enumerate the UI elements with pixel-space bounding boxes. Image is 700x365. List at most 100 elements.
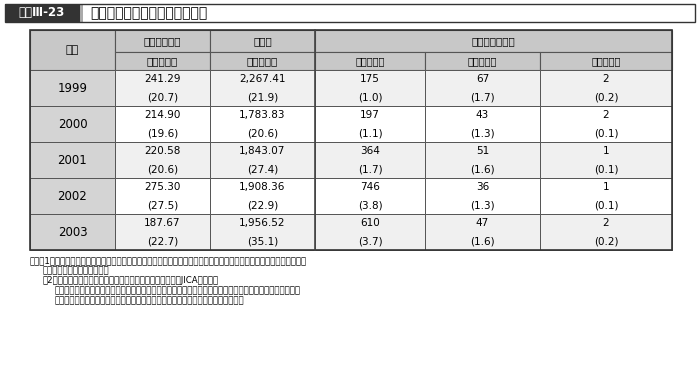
Text: (20.7): (20.7) — [147, 92, 178, 102]
Text: 1: 1 — [603, 182, 609, 192]
Text: 610: 610 — [360, 218, 380, 228]
Bar — [540, 70, 672, 106]
Text: 36: 36 — [476, 182, 489, 192]
Bar — [425, 106, 540, 142]
Text: 2002: 2002 — [57, 189, 88, 203]
Bar — [540, 214, 672, 250]
Text: （2）無償資金協力、円借歊は交換公文ベース、技術協力はJICAベース。: （2）無償資金協力、円借歊は交換公文ベース、技術協力はJICAベース。 — [43, 276, 219, 285]
Bar — [210, 70, 315, 106]
Text: (3.7): (3.7) — [358, 236, 382, 246]
Text: 364: 364 — [360, 146, 380, 156]
Text: (0.2): (0.2) — [594, 92, 618, 102]
Text: (3.8): (3.8) — [358, 200, 382, 210]
Bar — [425, 178, 540, 214]
Text: (0.1): (0.1) — [594, 128, 618, 138]
Text: (0.2): (0.2) — [594, 236, 618, 246]
Bar — [315, 52, 425, 70]
Bar — [210, 142, 315, 178]
Bar — [210, 214, 315, 250]
Text: 無償資金協力: 無償資金協力 — [144, 36, 181, 46]
Bar — [425, 214, 540, 250]
Bar — [30, 70, 115, 106]
Text: (27.5): (27.5) — [147, 200, 178, 210]
Bar — [540, 178, 672, 214]
Text: 220.58: 220.58 — [144, 146, 181, 156]
Text: 214.90: 214.90 — [144, 110, 181, 120]
Text: 1999: 1999 — [57, 81, 88, 95]
Text: (0.1): (0.1) — [594, 164, 618, 174]
Text: 67: 67 — [476, 74, 489, 84]
Bar — [115, 30, 210, 52]
Text: 円借歊: 円借歊 — [253, 36, 272, 46]
Text: 年度: 年度 — [66, 45, 79, 55]
Text: (21.9): (21.9) — [247, 92, 278, 102]
Text: (1.7): (1.7) — [358, 164, 382, 174]
Text: 746: 746 — [360, 182, 380, 192]
Text: 47: 47 — [476, 218, 489, 228]
Text: (35.1): (35.1) — [247, 236, 278, 246]
Text: 1,783.83: 1,783.83 — [239, 110, 286, 120]
Text: 2: 2 — [603, 74, 609, 84]
Bar — [30, 30, 672, 250]
Bar — [425, 52, 540, 70]
Bar — [315, 106, 425, 142]
Text: (1.0): (1.0) — [358, 92, 382, 102]
Bar — [210, 52, 315, 70]
Text: 図表Ⅲ-23: 図表Ⅲ-23 — [19, 7, 65, 19]
Bar — [115, 142, 210, 178]
Bar — [80, 4, 83, 22]
Text: 技術協力（人）: 技術協力（人） — [472, 36, 515, 46]
Text: (0.1): (0.1) — [594, 200, 618, 210]
Text: （億　円）: （億 円） — [247, 56, 278, 66]
Text: 研修員受入: 研修員受入 — [356, 56, 385, 66]
Text: 51: 51 — [476, 146, 489, 156]
Text: 2000: 2000 — [57, 118, 88, 131]
Bar — [115, 214, 210, 250]
Text: 197: 197 — [360, 110, 380, 120]
Text: 43: 43 — [476, 110, 489, 120]
Bar — [315, 178, 425, 214]
Bar — [210, 30, 315, 52]
Text: (1.6): (1.6) — [470, 164, 495, 174]
Text: 2: 2 — [603, 218, 609, 228]
Bar — [115, 52, 210, 70]
Text: (1.3): (1.3) — [470, 200, 495, 210]
Text: 2001: 2001 — [57, 154, 88, 166]
Bar — [210, 178, 315, 214]
Bar — [115, 106, 210, 142]
Text: (27.4): (27.4) — [247, 164, 278, 174]
Bar — [315, 142, 425, 178]
Bar — [540, 142, 672, 178]
Bar — [30, 142, 115, 178]
Bar — [5, 4, 80, 22]
Text: 1,843.07: 1,843.07 — [239, 146, 286, 156]
Text: 2003: 2003 — [57, 226, 88, 238]
Text: 注：（1）（　）内は一般プロジェクト無償全体、または円借歊全体（債務救済を除く）に占める割合（％）、技術協力: 注：（1）（ ）内は一般プロジェクト無償全体、または円借歊全体（債務救済を除く）… — [30, 256, 307, 265]
Text: 187.67: 187.67 — [144, 218, 181, 228]
Text: 175: 175 — [360, 74, 380, 84]
Text: (1.3): (1.3) — [470, 128, 495, 138]
Text: 協力隊派遣: 協力隊派遣 — [592, 56, 621, 66]
Text: 1,908.36: 1,908.36 — [239, 182, 286, 192]
Bar — [425, 142, 540, 178]
Bar — [425, 70, 540, 106]
Text: (20.6): (20.6) — [147, 164, 178, 174]
Text: 1: 1 — [603, 146, 609, 156]
Text: (20.6): (20.6) — [247, 128, 278, 138]
Text: (22.9): (22.9) — [247, 200, 278, 210]
Bar — [315, 214, 425, 250]
Bar — [30, 178, 115, 214]
Text: 2,267.41: 2,267.41 — [239, 74, 286, 84]
Text: 専門家派遣: 専門家派遣 — [468, 56, 497, 66]
Text: (19.6): (19.6) — [147, 128, 178, 138]
Bar — [30, 106, 115, 142]
Bar — [30, 214, 115, 250]
Text: 2: 2 — [603, 110, 609, 120]
Text: (1.6): (1.6) — [470, 236, 495, 246]
Bar — [315, 30, 672, 52]
Bar — [115, 70, 210, 106]
Text: 1,956.52: 1,956.52 — [239, 218, 286, 228]
Text: （億　円）: （億 円） — [147, 56, 178, 66]
Bar — [5, 4, 695, 22]
Bar — [315, 70, 425, 106]
